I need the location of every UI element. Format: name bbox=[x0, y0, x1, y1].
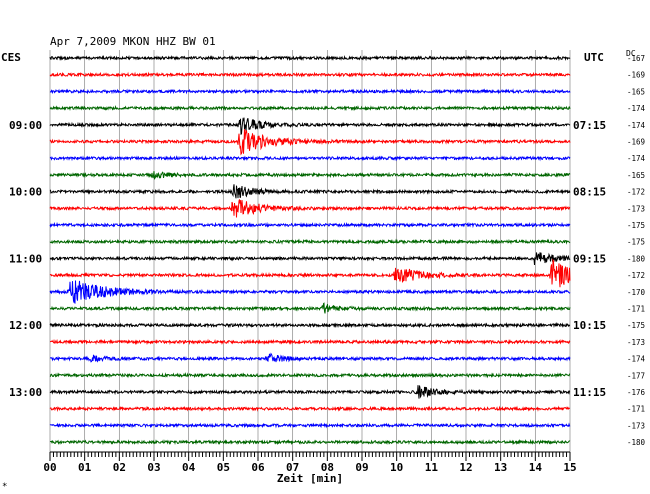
dc-offset-label: -165 bbox=[627, 87, 645, 96]
right-hour-label: 10:15 bbox=[573, 319, 606, 332]
seismic-trace-14 bbox=[49, 280, 571, 304]
dc-offset-label: -173 bbox=[627, 204, 645, 213]
dc-offset-label: -175 bbox=[627, 238, 645, 247]
seismic-trace-4 bbox=[49, 117, 571, 135]
left-hour-label: 12:00 bbox=[9, 319, 42, 332]
dc-offset-label: -174 bbox=[627, 104, 646, 113]
seismic-trace-20 bbox=[49, 385, 571, 399]
dc-offset-label: -173 bbox=[627, 421, 645, 430]
right-hour-label: 11:15 bbox=[573, 386, 606, 399]
seismic-trace-9 bbox=[49, 199, 571, 218]
seismic-trace-2 bbox=[49, 88, 571, 95]
seismic-trace-21 bbox=[49, 405, 570, 412]
dc-offset-label: -171 bbox=[627, 405, 645, 414]
x-tick-label: 15 bbox=[563, 461, 576, 474]
x-axis-label: Zeit [min] bbox=[277, 472, 343, 485]
seismic-trace-1 bbox=[49, 71, 571, 78]
dc-offset-label: -172 bbox=[627, 188, 645, 197]
dc-offset-label: -169 bbox=[627, 71, 645, 80]
dc-offset-label: -175 bbox=[627, 221, 645, 230]
seismic-trace-3 bbox=[49, 104, 571, 112]
dc-offset-label: -174 bbox=[627, 154, 646, 163]
x-tick-label: 03 bbox=[147, 461, 160, 474]
dc-offset-label: -180 bbox=[627, 254, 646, 263]
seismic-trace-6 bbox=[49, 155, 571, 162]
x-tick-label: 11 bbox=[425, 461, 439, 474]
dc-offset-label: -165 bbox=[627, 171, 645, 180]
seismic-trace-15 bbox=[49, 302, 571, 314]
x-tick-label: 10 bbox=[390, 461, 403, 474]
right-hour-label: 09:15 bbox=[573, 252, 606, 265]
right-hour-label: 07:15 bbox=[573, 119, 606, 132]
seismic-trace-19 bbox=[49, 372, 571, 379]
x-tick-label: 07 bbox=[286, 461, 299, 474]
dc-offset-label: -169 bbox=[627, 138, 645, 147]
seismic-trace-22 bbox=[49, 422, 571, 429]
left-hour-label: 10:00 bbox=[9, 186, 42, 199]
x-tick-label: 04 bbox=[182, 461, 196, 474]
seismic-trace-12 bbox=[49, 252, 571, 266]
dc-offset-label: -174 bbox=[627, 355, 646, 364]
seismic-trace-8 bbox=[49, 184, 571, 199]
dc-offset-label: -177 bbox=[627, 371, 645, 380]
x-tick-label: 02 bbox=[113, 461, 126, 474]
dc-offset-label: -167 bbox=[627, 54, 645, 63]
right-hour-label: 08:15 bbox=[573, 186, 606, 199]
x-tick-label: 14 bbox=[529, 461, 543, 474]
seismic-trace-11 bbox=[49, 238, 571, 245]
x-tick-label: 01 bbox=[78, 461, 92, 474]
x-tick-label: 00 bbox=[43, 461, 56, 474]
dc-label: DC bbox=[626, 49, 636, 58]
x-tick-label: 05 bbox=[217, 461, 230, 474]
right-timezone-label: UTC bbox=[584, 51, 604, 64]
dc-offset-label: -175 bbox=[627, 321, 645, 330]
seismic-trace-16 bbox=[49, 322, 571, 329]
left-timezone-label: CES bbox=[1, 51, 21, 64]
seismic-trace-13 bbox=[49, 258, 571, 288]
seismic-trace-5 bbox=[49, 129, 571, 156]
seismic-trace-0 bbox=[49, 54, 571, 62]
dc-offset-label: -174 bbox=[627, 121, 646, 130]
chart-title: Apr 7,2009 MKON HHZ BW 01 bbox=[50, 35, 216, 48]
left-hour-label: 09:00 bbox=[9, 119, 42, 132]
x-tick-label: 06 bbox=[251, 461, 265, 474]
dc-offset-label: -176 bbox=[627, 388, 646, 397]
seismic-trace-10 bbox=[49, 221, 571, 229]
seismic-trace-17 bbox=[49, 338, 571, 346]
dc-offset-label: -171 bbox=[627, 305, 645, 314]
dc-offset-label: -173 bbox=[627, 338, 645, 347]
seismic-trace-7 bbox=[49, 171, 571, 180]
dc-offset-label: -180 bbox=[627, 438, 646, 447]
footnote-mark: * bbox=[2, 482, 7, 492]
seismic-trace-18 bbox=[49, 352, 571, 363]
dc-offset-label: -170 bbox=[627, 288, 646, 297]
x-tick-label: 13 bbox=[494, 461, 507, 474]
left-hour-label: 11:00 bbox=[9, 252, 42, 265]
seismic-trace-23 bbox=[49, 438, 571, 446]
x-tick-label: 12 bbox=[459, 461, 472, 474]
x-tick-label: 08 bbox=[321, 461, 334, 474]
dc-offset-label: -172 bbox=[627, 271, 645, 280]
left-hour-label: 13:00 bbox=[9, 386, 42, 399]
x-tick-label: 09 bbox=[355, 461, 368, 474]
